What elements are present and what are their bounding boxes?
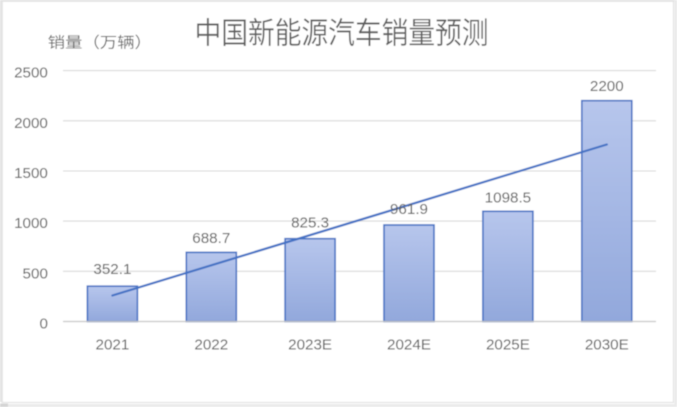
svg-text:2022: 2022 [194,337,228,354]
svg-text:825.3: 825.3 [291,215,329,232]
svg-text:1500: 1500 [14,165,48,182]
svg-text:2023E: 2023E [288,337,332,354]
svg-text:2021: 2021 [96,337,130,354]
svg-text:2000: 2000 [14,115,48,132]
svg-text:352.1: 352.1 [93,261,131,278]
svg-text:500: 500 [23,265,48,282]
svg-text:2200: 2200 [590,78,624,95]
svg-text:2025E: 2025E [486,337,530,354]
svg-text:0: 0 [39,316,47,333]
svg-text:2024E: 2024E [387,337,431,354]
svg-text:1000: 1000 [14,215,48,232]
svg-text:961.9: 961.9 [390,201,428,218]
svg-text:1098.5: 1098.5 [485,190,531,207]
svg-text:2500: 2500 [14,65,48,82]
svg-text:2030E: 2030E [585,337,629,354]
svg-text:688.7: 688.7 [192,230,230,247]
